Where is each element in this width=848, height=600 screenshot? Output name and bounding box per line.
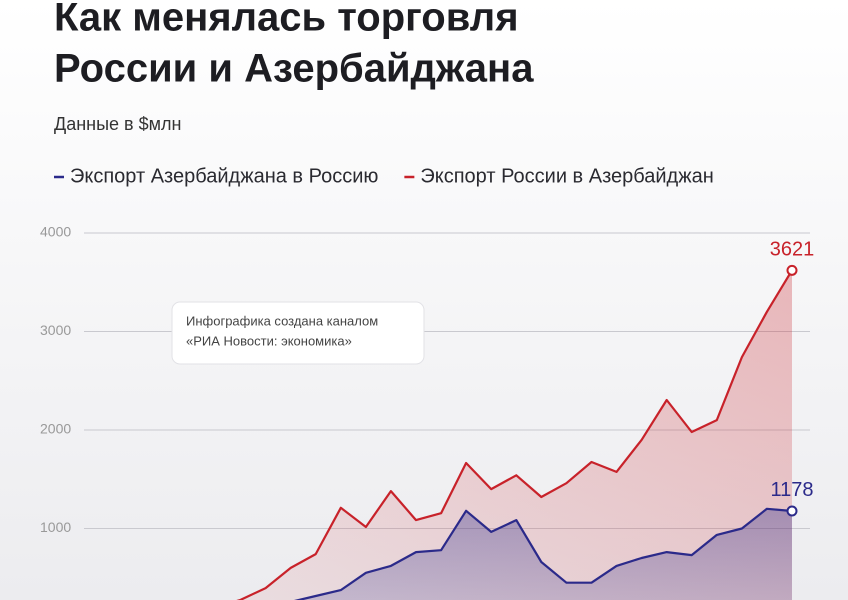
- y-tick-label: 4000: [40, 224, 71, 240]
- area: [298, 508, 792, 600]
- subtitle: Данные в $млн: [54, 114, 181, 134]
- annotation: Инфографика создана каналом: [186, 313, 378, 328]
- y-tick-label: 2000: [40, 421, 71, 437]
- value-label: 152: [33, 598, 66, 600]
- legend-label: Экспорт Азербайджана в Россию: [70, 165, 378, 187]
- annotation: «РИА Новости: экономика»: [186, 333, 352, 348]
- line: [293, 507, 793, 600]
- end-point: [786, 264, 798, 276]
- line: [236, 269, 793, 600]
- y-tick-label: 3000: [40, 322, 71, 338]
- value-label: 1178: [770, 479, 813, 501]
- title: России и Азербайджана: [54, 47, 534, 91]
- area: [240, 270, 792, 600]
- end-point: [786, 505, 798, 517]
- y-tick-label: 1000: [40, 519, 71, 535]
- value-label: 3621: [770, 239, 815, 261]
- annotation-box: [171, 301, 425, 365]
- title: Как менялась торговля: [54, 0, 519, 40]
- plot: 1178 3621 152: [33, 239, 814, 600]
- legend: Экспорт Азербайджана в Россию Экспорт Рос…: [54, 165, 714, 187]
- legend-label: Экспорт России в Азербайджан: [420, 165, 713, 187]
